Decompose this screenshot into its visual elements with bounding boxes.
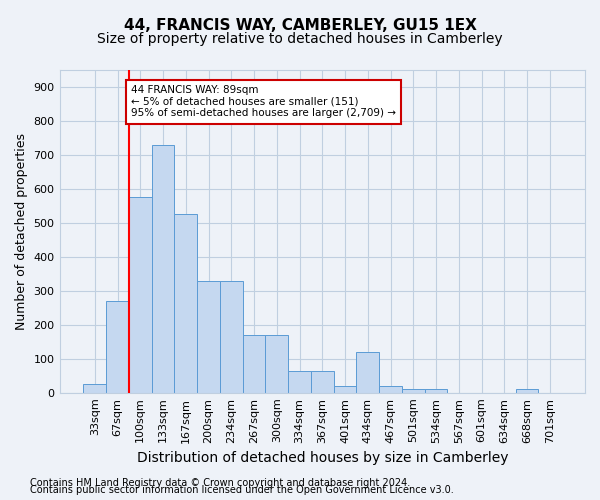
Y-axis label: Number of detached properties: Number of detached properties [15, 133, 28, 330]
Bar [220, 282, 242, 393]
Bar [425, 390, 448, 393]
Bar [356, 352, 379, 393]
Text: 44 FRANCIS WAY: 89sqm
← 5% of detached houses are smaller (151)
95% of semi-deta: 44 FRANCIS WAY: 89sqm ← 5% of detached h… [131, 86, 396, 118]
Bar [242, 335, 265, 393]
Bar [402, 390, 425, 393]
Text: 44, FRANCIS WAY, CAMBERLEY, GU15 1EX: 44, FRANCIS WAY, CAMBERLEY, GU15 1EX [124, 18, 476, 32]
Bar [197, 282, 220, 393]
Bar [288, 370, 311, 393]
Bar [106, 301, 129, 393]
Bar [175, 214, 197, 393]
Bar [83, 384, 106, 393]
Bar [129, 198, 152, 393]
Bar [152, 145, 175, 393]
Text: Contains public sector information licensed under the Open Government Licence v3: Contains public sector information licen… [30, 485, 454, 495]
Bar [265, 335, 288, 393]
Bar [311, 370, 334, 393]
Bar [334, 386, 356, 393]
Text: Size of property relative to detached houses in Camberley: Size of property relative to detached ho… [97, 32, 503, 46]
Bar [515, 390, 538, 393]
Bar [379, 386, 402, 393]
Text: Contains HM Land Registry data © Crown copyright and database right 2024.: Contains HM Land Registry data © Crown c… [30, 478, 410, 488]
X-axis label: Distribution of detached houses by size in Camberley: Distribution of detached houses by size … [137, 451, 508, 465]
